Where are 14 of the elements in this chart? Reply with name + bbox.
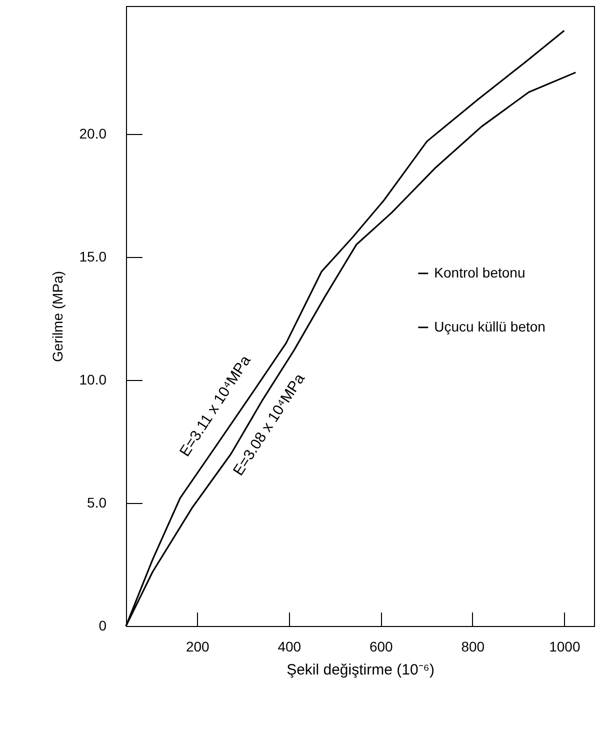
x-tick-label: 800 bbox=[461, 638, 485, 654]
legend-label: Uçucu küllü beton bbox=[434, 318, 546, 334]
x-tick-label: 200 bbox=[186, 638, 210, 654]
y-tick-label: 0 bbox=[98, 618, 107, 634]
y-axis-title: Gerilme (MPa) bbox=[49, 270, 66, 362]
x-tick-label: 1000 bbox=[549, 638, 580, 654]
y-tick-label: 15.0 bbox=[79, 248, 107, 264]
x-axis-title: Şekil değiştirme (10⁻⁶) bbox=[286, 662, 434, 678]
y-tick-label: 5.0 bbox=[87, 494, 107, 510]
x-tick-label: 400 bbox=[278, 638, 302, 654]
legend-label: Kontrol betonu bbox=[434, 264, 526, 280]
x-tick-label: 600 bbox=[369, 638, 394, 654]
y-tick-label: 10.0 bbox=[79, 371, 107, 388]
y-tick-label: 20.0 bbox=[79, 125, 107, 142]
